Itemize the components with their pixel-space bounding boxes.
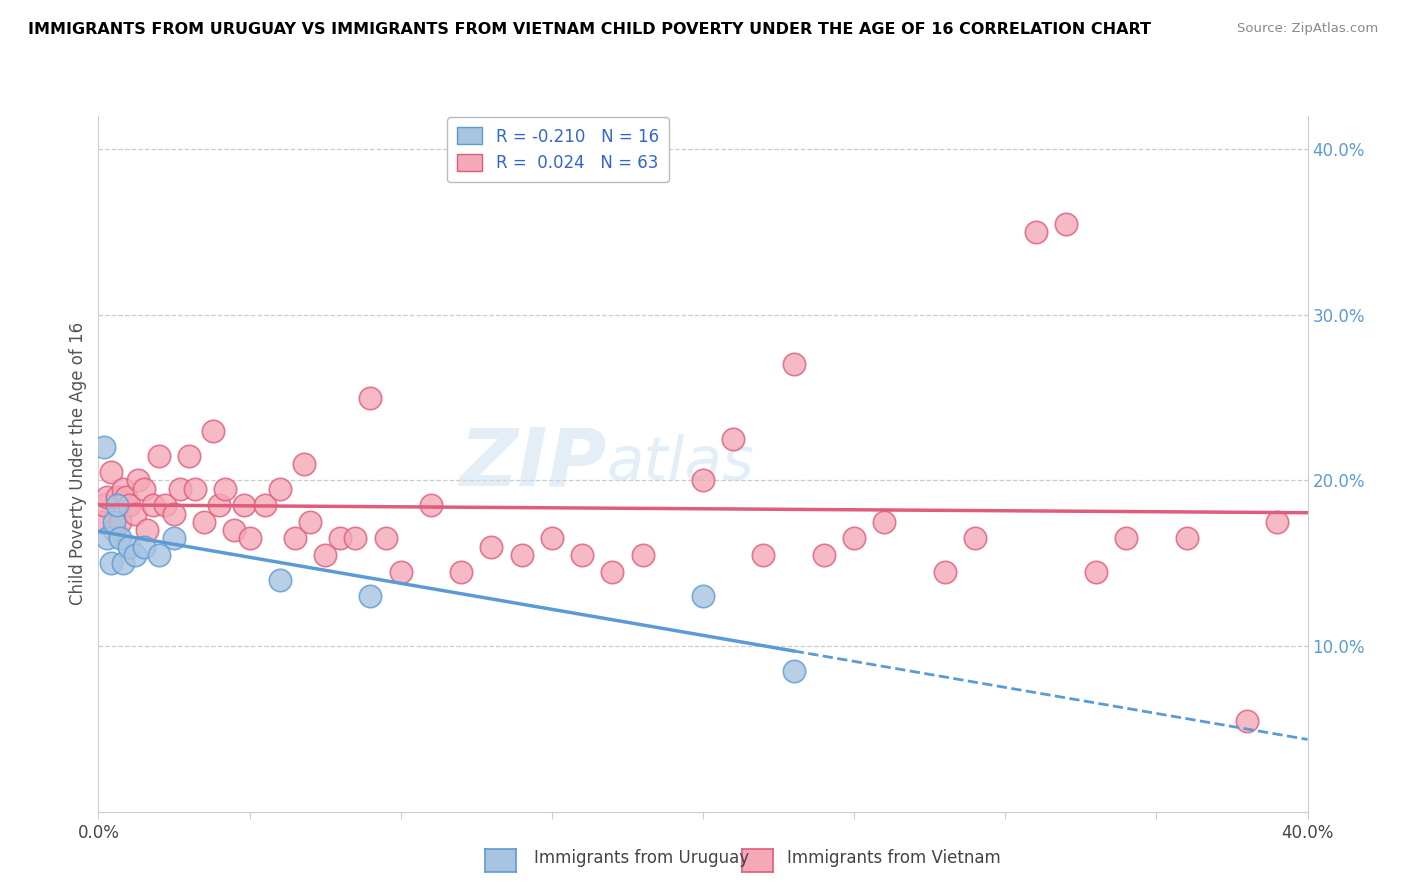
Point [114,490,136,504]
Point [127,474,149,488]
Point [118,498,141,512]
Point [224,523,246,537]
Point [1054,217,1077,231]
Text: Immigrants from Vietnam: Immigrants from Vietnam [787,849,1001,867]
Point [813,548,835,562]
Point [100,556,122,570]
Point [93,440,115,454]
Point [314,548,336,562]
Point [163,507,186,521]
Point [1267,515,1289,529]
Point [193,515,215,529]
Point [132,540,155,554]
Point [100,465,122,479]
Point [148,449,170,463]
Point [103,523,125,537]
Point [571,548,593,562]
Point [692,474,714,488]
Point [692,590,714,604]
Point [389,565,412,579]
Point [208,498,231,512]
Point [105,498,128,512]
Point [142,498,165,512]
Point [360,590,382,604]
Point [510,548,533,562]
Point [752,548,775,562]
Point [118,540,141,554]
Point [873,515,896,529]
Point [111,482,134,496]
Point [965,532,987,546]
Point [108,515,131,529]
Point [450,565,472,579]
Point [1175,532,1198,546]
Point [90,515,112,529]
Point [1236,714,1258,728]
Point [844,532,866,546]
Point [253,498,276,512]
Point [374,532,396,546]
Point [179,449,201,463]
Text: IMMIGRANTS FROM URUGUAY VS IMMIGRANTS FROM VIETNAM CHILD POVERTY UNDER THE AGE O: IMMIGRANTS FROM URUGUAY VS IMMIGRANTS FR… [28,22,1152,37]
Point [540,532,562,546]
Point [148,548,170,562]
Point [284,532,307,546]
Point [232,498,254,512]
Y-axis label: Child Poverty Under the Age of 16: Child Poverty Under the Age of 16 [69,322,87,606]
Point [602,565,624,579]
Point [299,515,322,529]
Point [184,482,207,496]
Point [1085,565,1108,579]
Point [163,532,186,546]
Point [239,532,262,546]
Point [329,532,352,546]
Point [111,556,134,570]
Point [934,565,956,579]
Point [269,482,291,496]
Point [96,532,118,546]
Point [783,358,806,372]
Text: atlas: atlas [606,434,754,493]
Point [481,540,503,554]
Text: Immigrants from Uruguay: Immigrants from Uruguay [534,849,749,867]
Point [344,532,367,546]
Point [420,498,443,512]
Point [214,482,236,496]
Text: ZIP: ZIP [458,425,606,503]
Text: Source: ZipAtlas.com: Source: ZipAtlas.com [1237,22,1378,36]
Point [360,391,382,405]
Point [631,548,654,562]
Point [292,457,315,471]
Point [93,498,115,512]
Point [202,424,225,438]
Point [1115,532,1137,546]
Point [269,573,291,587]
Legend: R = -0.210   N = 16, R =  0.024   N = 63: R = -0.210 N = 16, R = 0.024 N = 63 [447,118,669,182]
Point [108,532,131,546]
Point [124,548,146,562]
Point [169,482,191,496]
Point [103,515,125,529]
Point [124,507,146,521]
Point [153,498,176,512]
Point [723,432,745,446]
Point [135,523,157,537]
Point [783,664,806,678]
Point [96,490,118,504]
Point [1024,225,1046,239]
Point [132,482,155,496]
Point [105,490,128,504]
